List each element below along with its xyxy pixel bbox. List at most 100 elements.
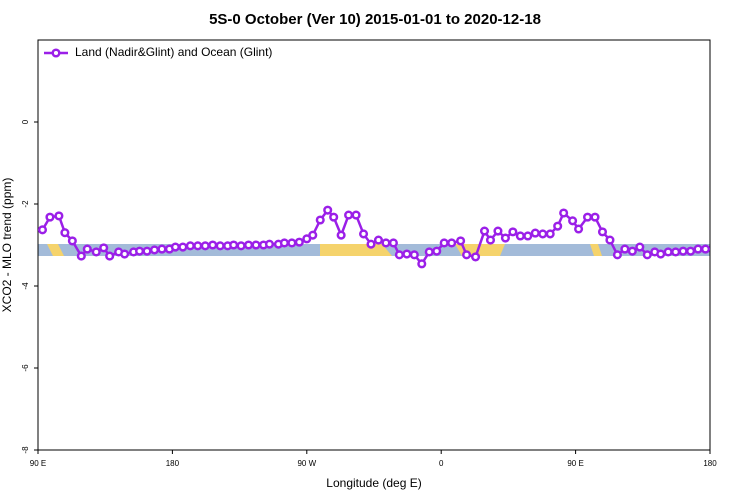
x-tick-label: 180 [166, 459, 180, 468]
point [76, 251, 86, 261]
land [320, 244, 382, 256]
point [45, 212, 55, 222]
chart-title: 5S-0 October (Ver 10) 2015-01-01 to 2020… [209, 11, 541, 28]
point [67, 236, 77, 246]
point [523, 231, 533, 241]
point [417, 259, 427, 269]
legend-marker [51, 48, 61, 58]
point [432, 246, 442, 256]
point [99, 243, 109, 253]
point [178, 242, 188, 252]
point [479, 226, 490, 236]
point [530, 228, 540, 238]
y-tick-label: -2 [21, 200, 30, 208]
point [693, 244, 703, 254]
land [590, 244, 602, 256]
point [244, 240, 254, 250]
point [447, 238, 457, 248]
point [294, 237, 304, 247]
point [508, 227, 518, 237]
point [663, 247, 673, 257]
point [193, 241, 203, 251]
land [47, 244, 64, 256]
point [559, 208, 569, 218]
point [493, 226, 503, 236]
point [590, 212, 600, 222]
point [358, 229, 369, 239]
point [635, 242, 645, 252]
point [402, 249, 412, 259]
point [439, 238, 449, 248]
point [656, 249, 666, 259]
x-tick-label: 0 [439, 459, 444, 468]
point [351, 210, 361, 220]
point [553, 221, 563, 231]
x-tick-label: 90 E [30, 459, 46, 468]
x-tick-label: 90 W [297, 459, 316, 468]
point [538, 229, 548, 239]
point [612, 250, 622, 260]
point [388, 238, 398, 248]
point [315, 215, 325, 225]
point [208, 240, 218, 250]
point [485, 235, 496, 245]
point [344, 210, 354, 220]
point [229, 240, 239, 250]
point [582, 212, 593, 222]
y-tick-label: -8 [21, 446, 30, 454]
point [149, 245, 160, 255]
point [462, 250, 472, 260]
point [568, 216, 578, 226]
point [671, 247, 681, 257]
point [82, 244, 92, 254]
legend-label: Land (Nadir&Glint) and Ocean (Glint) [75, 45, 272, 59]
x-axis-label: Longitude (deg E) [326, 476, 421, 490]
plot-frame [37, 39, 711, 451]
point [215, 241, 225, 251]
point [120, 249, 130, 259]
point [545, 229, 555, 239]
point [456, 236, 466, 246]
point [200, 241, 210, 251]
point [686, 246, 696, 256]
point [323, 205, 333, 215]
point [409, 250, 419, 260]
point [279, 238, 289, 248]
y-axis-label: XCO2 - MLO trend (ppm) [0, 178, 14, 313]
point [54, 211, 64, 221]
point [381, 238, 391, 248]
point [287, 238, 297, 248]
point [170, 242, 180, 252]
y-tick-label: -6 [21, 364, 30, 372]
point [264, 239, 275, 249]
point [366, 239, 376, 249]
point [134, 246, 145, 256]
point [308, 230, 318, 240]
point [142, 246, 152, 256]
point [678, 246, 688, 256]
point [251, 240, 261, 250]
point [597, 227, 608, 237]
point [37, 225, 48, 235]
y-tick-label: 0 [21, 119, 30, 124]
point [185, 241, 195, 251]
point [394, 250, 404, 260]
point [500, 233, 510, 243]
point [105, 251, 115, 261]
x-tick-label: 180 [703, 459, 717, 468]
y-tick-label: -4 [21, 282, 30, 290]
point [91, 247, 101, 257]
point [642, 250, 652, 260]
point [329, 212, 339, 222]
point [605, 235, 615, 245]
point [336, 230, 346, 240]
point [574, 224, 584, 234]
point [470, 252, 481, 262]
point [627, 246, 637, 256]
point [620, 244, 630, 254]
point [236, 241, 246, 251]
x-tick-label: 90 E [567, 459, 583, 468]
point [302, 234, 312, 244]
point [515, 231, 525, 241]
